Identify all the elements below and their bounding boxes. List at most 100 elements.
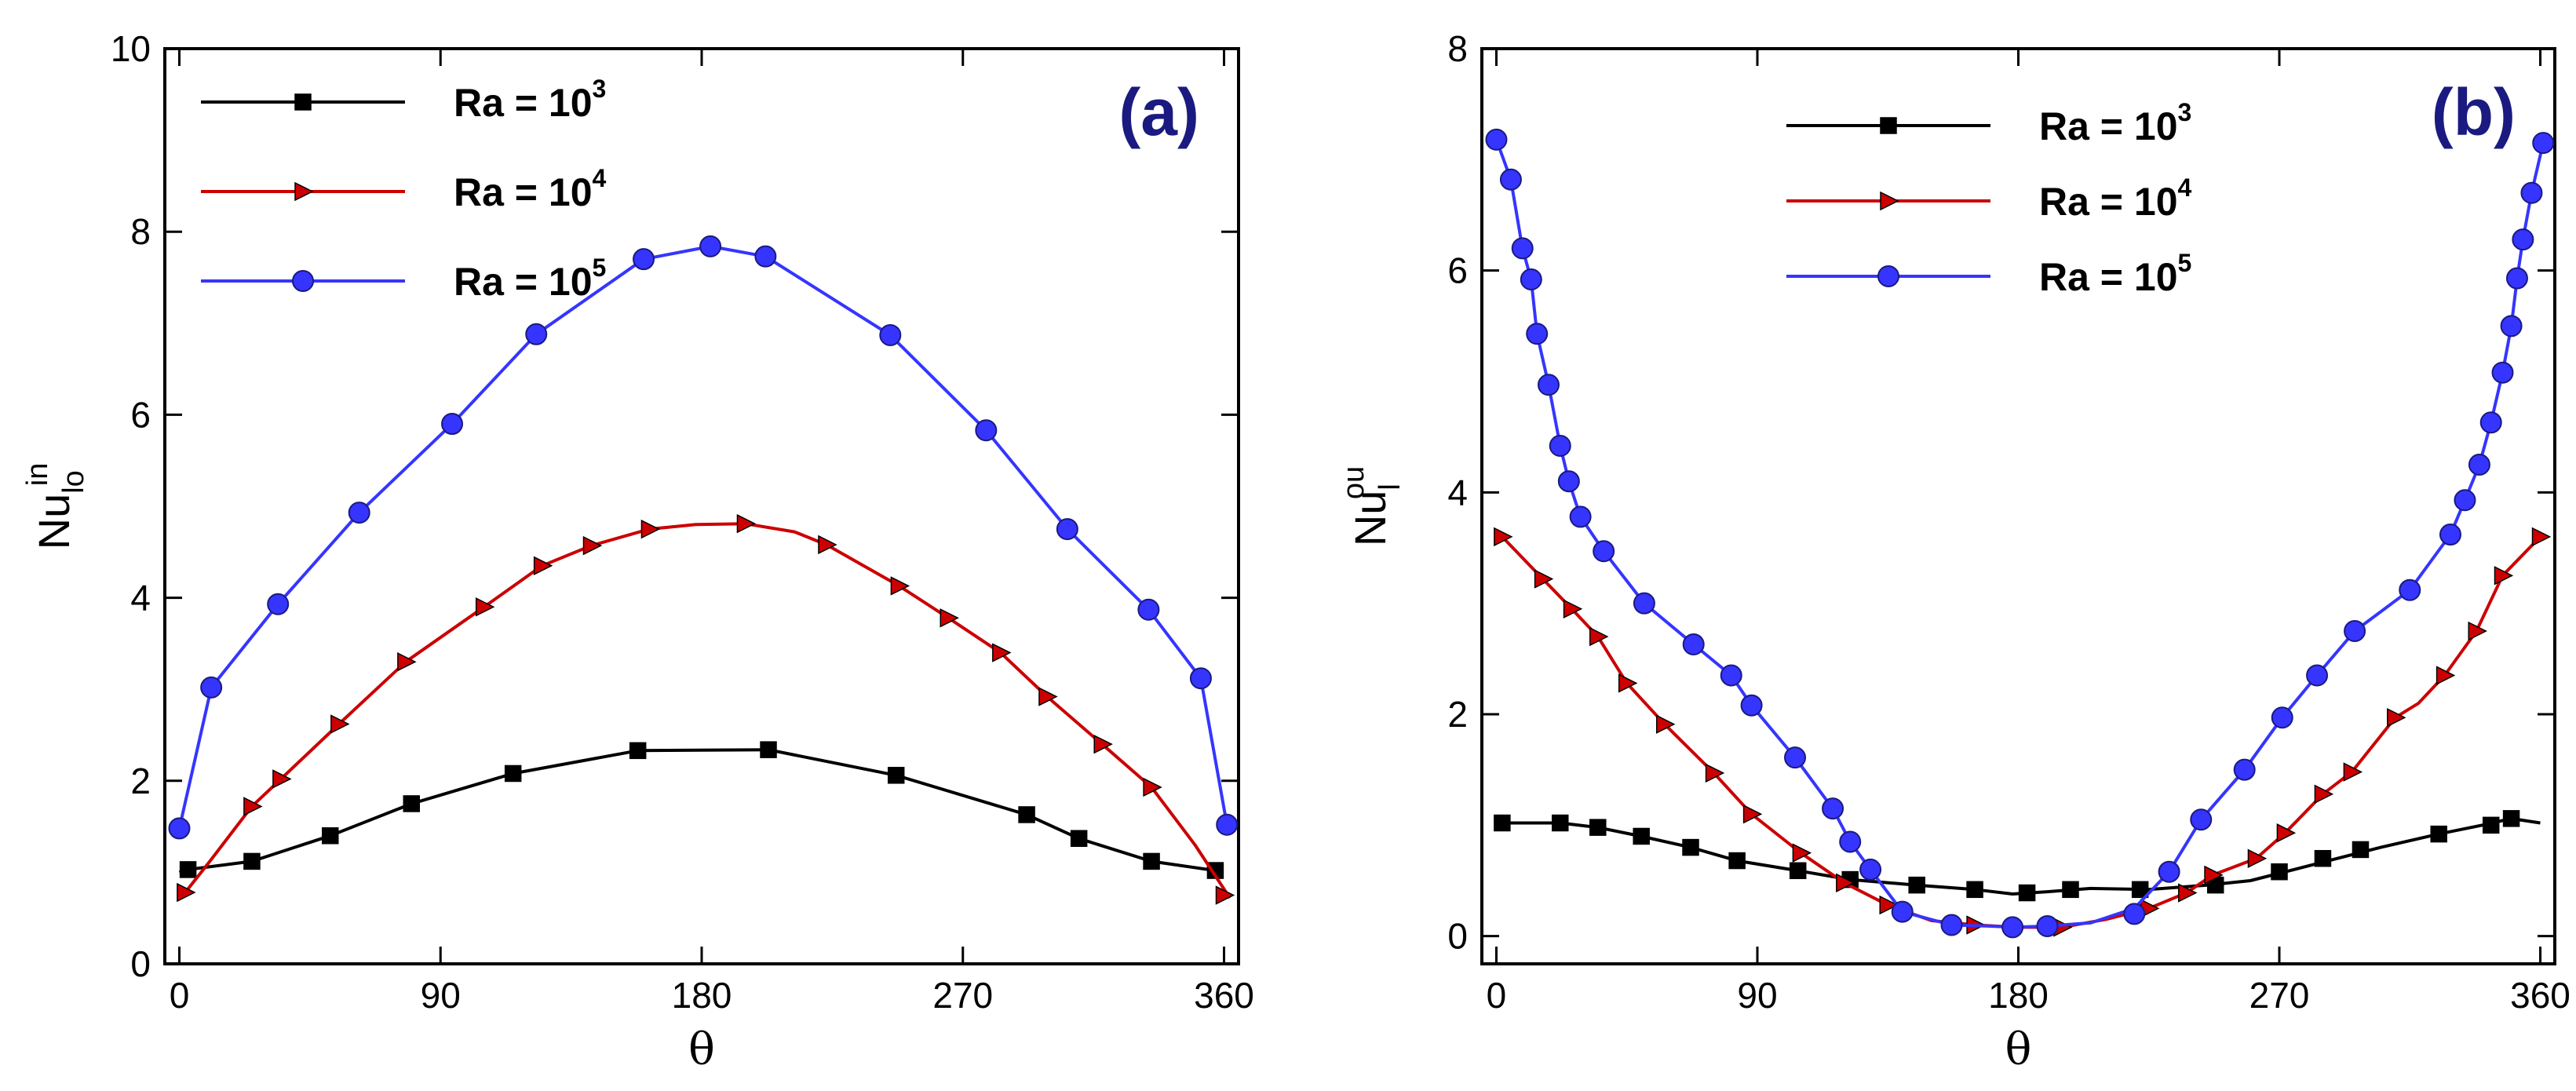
y-tick-label: 0 [130, 943, 151, 984]
data-point [2314, 849, 2332, 867]
legend-label-exponent: 3 [593, 75, 607, 103]
x-tick-label: 90 [421, 975, 461, 1016]
series-5 [1485, 128, 2555, 939]
legend-entry: Ra = 103 [1786, 98, 2191, 148]
data-point [243, 852, 261, 870]
data-point [1966, 881, 1983, 899]
data-point [1557, 470, 1580, 493]
data-point [2204, 865, 2224, 885]
panel-label: (a) [1118, 75, 1199, 149]
legend-label: Ra = 103 [2039, 98, 2191, 148]
legend-marker [1880, 117, 1897, 134]
data-point [1740, 694, 1763, 717]
data-point [1018, 806, 1035, 823]
data-point [1618, 673, 1638, 693]
data-point [1494, 814, 1511, 832]
data-point [887, 767, 905, 784]
legend-label-base: Ra = 10 [2039, 104, 2178, 148]
legend-marker [1880, 191, 1899, 211]
legend-label: Ra = 103 [454, 75, 606, 125]
data-point [2500, 315, 2523, 338]
series-line [178, 748, 1216, 874]
data-point [168, 817, 191, 840]
data-point [629, 742, 647, 760]
data-point [879, 323, 902, 346]
data-point [754, 245, 777, 268]
y-tick-label: 6 [130, 394, 151, 435]
data-point [2123, 903, 2146, 925]
legend-label-base: Ra = 10 [454, 81, 593, 125]
data-point [1143, 852, 1160, 870]
legend-label-exponent: 5 [593, 254, 607, 282]
data-point [2036, 914, 2059, 937]
legend-label: Ra = 104 [2039, 173, 2192, 224]
series-line [1501, 816, 2541, 896]
data-point [1056, 518, 1078, 541]
data-point [2482, 816, 2500, 834]
y-axis-title: Nuloin [21, 463, 90, 550]
data-point [1499, 168, 1522, 191]
data-point [1940, 914, 1963, 936]
legend-label: Ra = 104 [454, 164, 607, 214]
legend-label-exponent: 3 [2178, 98, 2192, 126]
y-axis-title-sup: in [21, 463, 54, 487]
data-point [177, 882, 196, 903]
legend-marker [294, 93, 312, 111]
data-point [1038, 687, 1058, 706]
series-4 [1494, 527, 2552, 937]
data-point [1526, 323, 1549, 345]
data-point [2001, 916, 2024, 939]
x-tick-label: 0 [170, 975, 190, 1016]
data-point [1215, 885, 1235, 905]
data-point [1593, 540, 1615, 563]
y-tick-label: 8 [1447, 28, 1468, 69]
data-point [1633, 827, 1650, 845]
x-axis-title: θ [688, 1024, 715, 1075]
data-point [2352, 841, 2370, 859]
data-point [267, 593, 290, 615]
data-point [2512, 228, 2534, 251]
legend-entry: Ra = 104 [201, 164, 607, 214]
legend-entry: Ra = 103 [201, 75, 606, 125]
data-point [2062, 881, 2079, 899]
data-point [441, 413, 464, 436]
data-point [2494, 566, 2514, 586]
data-point [272, 769, 292, 789]
data-point [1589, 626, 1609, 647]
data-point [633, 248, 655, 271]
x-tick-label: 270 [932, 975, 993, 1016]
series-3 [1494, 810, 2541, 902]
x-tick-label: 360 [2510, 975, 2571, 1016]
data-point [2505, 267, 2528, 290]
plot-frame [163, 47, 1240, 965]
legend-label: Ra = 105 [454, 254, 606, 304]
data-point [1908, 876, 1925, 894]
data-point [1859, 858, 1882, 881]
plot-frame [1480, 47, 2556, 965]
data-point [1137, 598, 1160, 621]
data-point [2532, 132, 2555, 155]
legend-label-exponent: 5 [2178, 249, 2192, 277]
data-point [2430, 825, 2447, 843]
data-point [2491, 361, 2514, 384]
data-point [1822, 797, 1844, 820]
data-point [2531, 527, 2552, 547]
data-point [2387, 708, 2406, 728]
data-point [403, 795, 421, 812]
data-point [699, 235, 722, 257]
data-point [1485, 128, 1508, 151]
data-point [1633, 592, 1655, 615]
data-point [1520, 268, 1542, 290]
data-point [1589, 819, 1607, 836]
data-point [1093, 734, 1113, 754]
data-point [1720, 664, 1742, 687]
data-point [890, 576, 910, 596]
y-axis-title-sub: l [1374, 483, 1407, 490]
data-point [243, 797, 263, 816]
data-point [1705, 763, 1725, 783]
x-tick-label: 180 [1988, 975, 2049, 1016]
data-point [1839, 830, 1862, 853]
data-point [2131, 881, 2149, 899]
data-point [1070, 830, 1088, 848]
